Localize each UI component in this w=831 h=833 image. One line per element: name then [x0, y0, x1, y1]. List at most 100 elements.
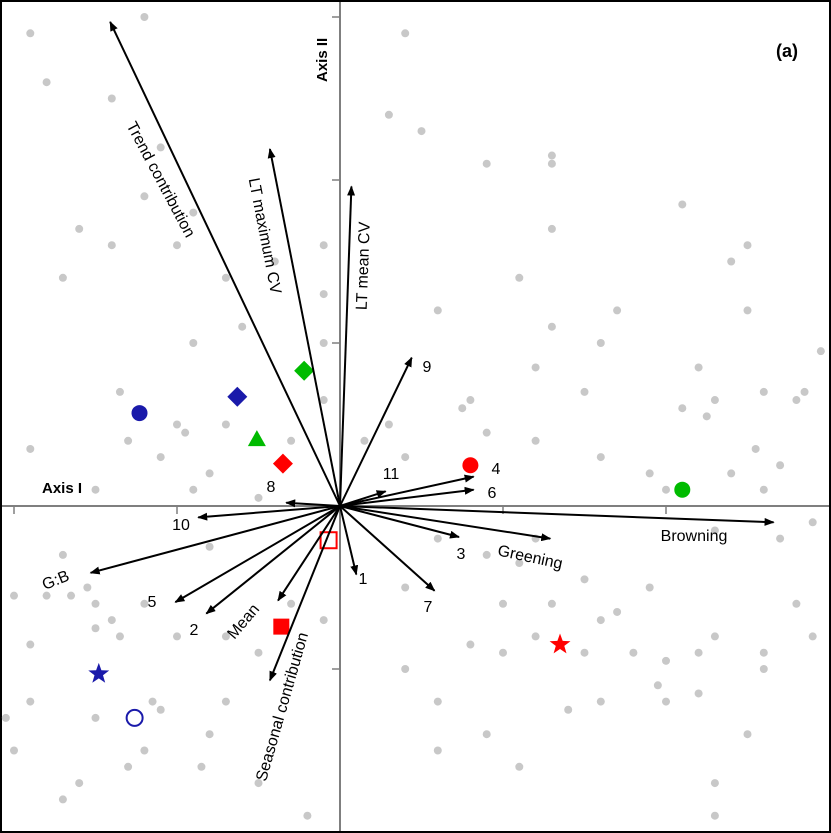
- background-point: [596, 453, 605, 462]
- background-point: [107, 616, 116, 625]
- background-point: [613, 306, 622, 315]
- background-point: [482, 159, 491, 168]
- vector-label-1: 1: [359, 571, 368, 588]
- vector-6-arrow: [339, 486, 475, 507]
- background-point: [547, 322, 556, 331]
- background-point: [776, 461, 785, 470]
- background-point: [515, 762, 524, 771]
- background-point: [547, 159, 556, 168]
- background-point: [238, 322, 247, 331]
- background-point: [91, 713, 100, 722]
- background-point: [482, 730, 491, 739]
- vector-2-arrow: [205, 505, 341, 615]
- background-point: [401, 453, 410, 462]
- background-point: [140, 192, 149, 201]
- blue-star-marker: [88, 662, 110, 683]
- background-point: [499, 648, 507, 657]
- background-point: [26, 640, 35, 649]
- background-point: [694, 689, 703, 698]
- vector-4-arrow: [339, 474, 475, 507]
- background-point: [596, 697, 605, 706]
- background-point: [124, 762, 133, 771]
- background-point: [466, 640, 475, 649]
- background-point: [10, 746, 18, 755]
- green-triangle-marker: [247, 430, 266, 447]
- background-point: [678, 404, 687, 413]
- background-point: [433, 306, 442, 315]
- background-point: [596, 339, 605, 347]
- background-point: [433, 697, 442, 706]
- background-point: [26, 697, 35, 706]
- background-point: [710, 526, 719, 535]
- background-point: [75, 224, 84, 233]
- background-point: [254, 779, 263, 788]
- background-point: [710, 396, 719, 405]
- vector-label-8: 8: [267, 479, 276, 496]
- background-point: [148, 697, 157, 706]
- background-point: [173, 241, 181, 250]
- vector-8-arrow: [285, 499, 341, 508]
- blue-diamond-marker: [227, 386, 248, 407]
- vector-7-arrow: [339, 505, 436, 592]
- background-point: [678, 200, 687, 209]
- background-point: [401, 583, 410, 592]
- background-point: [58, 550, 67, 559]
- vector-label-3: 3: [457, 546, 466, 563]
- background-point: [173, 632, 181, 641]
- background-point: [384, 110, 393, 119]
- vector-mean-arrow: [277, 505, 341, 602]
- background-point: [205, 730, 214, 739]
- background-point: [531, 363, 540, 372]
- vector-3-arrow: [339, 505, 460, 539]
- background-point: [156, 453, 165, 462]
- background-point: [645, 469, 654, 478]
- background-point: [221, 420, 230, 429]
- background-point: [531, 632, 540, 641]
- background-point: [743, 306, 752, 315]
- vector-greening-arrow: [339, 505, 552, 542]
- background-point: [254, 648, 263, 657]
- background-point: [515, 559, 524, 568]
- background-point: [547, 599, 556, 608]
- vector-lt-mean-cv-arrow: [339, 185, 356, 507]
- y-axis-label: Axis II: [314, 38, 331, 82]
- background-point: [75, 779, 84, 788]
- red-diamond-marker: [272, 453, 293, 474]
- background-point: [816, 347, 825, 356]
- background-point: [140, 599, 149, 608]
- vector-1-arrow: [339, 505, 359, 576]
- vector-label-11: 11: [383, 466, 400, 483]
- vector-5-arrow: [174, 505, 341, 604]
- background-point: [254, 493, 263, 502]
- background-point: [156, 143, 165, 152]
- blue-open-circle-marker: [125, 708, 144, 727]
- background-point: [759, 648, 768, 657]
- background-point: [743, 241, 752, 250]
- background-point: [458, 404, 467, 413]
- background-point: [319, 396, 328, 405]
- background-point: [580, 387, 589, 396]
- background-point: [124, 436, 133, 445]
- background-point: [808, 632, 817, 641]
- background-point: [417, 127, 426, 136]
- vector-9-arrow: [339, 356, 413, 507]
- background-point: [26, 444, 35, 453]
- background-point: [42, 591, 51, 600]
- background-point: [384, 420, 393, 429]
- vector-g-b-arrow: [89, 505, 341, 575]
- background-point: [433, 746, 442, 755]
- vector-label-4: 4: [492, 461, 501, 478]
- background-point: [91, 624, 100, 633]
- background-point: [662, 485, 670, 494]
- blue-circle-marker: [131, 405, 148, 422]
- background-point: [189, 485, 198, 494]
- background-point: [629, 648, 638, 657]
- vector-label-lt-mean-cv: LT mean CV: [354, 221, 374, 310]
- background-point: [58, 273, 67, 282]
- background-point: [173, 420, 181, 429]
- background-point: [482, 428, 491, 437]
- background-point: [662, 656, 670, 665]
- background-point: [319, 616, 328, 625]
